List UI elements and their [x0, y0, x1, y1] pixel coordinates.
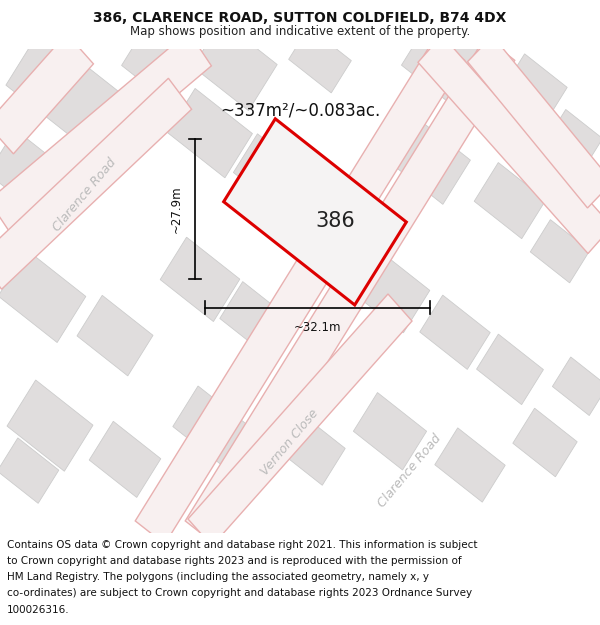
Polygon shape	[7, 380, 93, 471]
Polygon shape	[553, 357, 600, 416]
Text: Contains OS data © Crown copyright and database right 2021. This information is : Contains OS data © Crown copyright and d…	[7, 540, 478, 550]
Polygon shape	[389, 118, 470, 204]
Polygon shape	[220, 282, 290, 356]
Text: ~27.9m: ~27.9m	[170, 185, 183, 233]
Polygon shape	[289, 27, 352, 93]
Polygon shape	[0, 78, 191, 289]
Polygon shape	[0, 129, 68, 216]
Polygon shape	[193, 21, 277, 111]
Polygon shape	[350, 249, 430, 332]
Polygon shape	[418, 35, 600, 254]
Polygon shape	[188, 294, 412, 546]
Polygon shape	[503, 54, 567, 122]
Polygon shape	[547, 109, 600, 168]
Text: ~32.1m: ~32.1m	[294, 321, 341, 334]
Polygon shape	[275, 411, 345, 485]
Polygon shape	[353, 392, 427, 470]
Polygon shape	[167, 88, 253, 178]
Polygon shape	[0, 250, 86, 342]
Polygon shape	[435, 428, 505, 502]
Text: Map shows position and indicative extent of the property.: Map shows position and indicative extent…	[130, 25, 470, 38]
Polygon shape	[0, 438, 59, 503]
Polygon shape	[6, 30, 118, 146]
Polygon shape	[0, 32, 211, 234]
Polygon shape	[401, 14, 499, 117]
Polygon shape	[185, 37, 515, 544]
Polygon shape	[476, 334, 544, 404]
Text: co-ordinates) are subject to Crown copyright and database rights 2023 Ordnance S: co-ordinates) are subject to Crown copyr…	[7, 589, 472, 599]
Polygon shape	[122, 31, 188, 101]
Text: HM Land Registry. The polygons (including the associated geometry, namely x, y: HM Land Registry. The polygons (includin…	[7, 572, 429, 582]
Polygon shape	[160, 238, 240, 321]
Text: Clarence Road: Clarence Road	[376, 432, 444, 509]
Polygon shape	[0, 34, 94, 154]
Polygon shape	[467, 36, 600, 208]
Polygon shape	[77, 296, 153, 376]
Text: Vernon Close: Vernon Close	[259, 407, 322, 478]
Text: to Crown copyright and database rights 2023 and is reproduced with the permissio: to Crown copyright and database rights 2…	[7, 556, 462, 566]
Text: 386, CLARENCE ROAD, SUTTON COLDFIELD, B74 4DX: 386, CLARENCE ROAD, SUTTON COLDFIELD, B7…	[94, 11, 506, 25]
Text: 100026316.: 100026316.	[7, 604, 70, 614]
Text: ~337m²/~0.083ac.: ~337m²/~0.083ac.	[220, 102, 380, 119]
Text: 386: 386	[315, 211, 355, 231]
Polygon shape	[224, 119, 406, 305]
Polygon shape	[474, 162, 546, 239]
Polygon shape	[135, 37, 465, 544]
Polygon shape	[173, 386, 247, 465]
Polygon shape	[513, 408, 577, 477]
Text: Clarence Road: Clarence Road	[51, 156, 119, 234]
Polygon shape	[233, 134, 307, 211]
Polygon shape	[420, 295, 490, 369]
Polygon shape	[530, 219, 590, 283]
Polygon shape	[89, 421, 161, 498]
